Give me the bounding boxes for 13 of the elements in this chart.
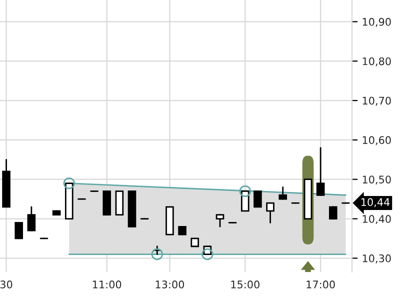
text: 10,44 (361, 198, 390, 208)
x-tick-label: 13:00 (156, 280, 184, 288)
y-tick-label: 10,40 (362, 215, 391, 224)
x-tick-label: 15:00 (231, 280, 260, 288)
y-tick-label: 10,30 (362, 254, 391, 264)
y-tick-label: 10,90 (362, 18, 391, 27)
y-tick-label: 10,50 (362, 176, 391, 185)
y-tick-label: 10,60 (362, 136, 391, 146)
x-tick-label: 30 (0, 280, 12, 288)
x-tick-label: 11:00 (92, 280, 122, 288)
y-tick-label: 10,80 (362, 57, 391, 66)
x-tick-label: 17:00 (306, 280, 335, 288)
y-tick-label: 10,70 (362, 96, 391, 106)
